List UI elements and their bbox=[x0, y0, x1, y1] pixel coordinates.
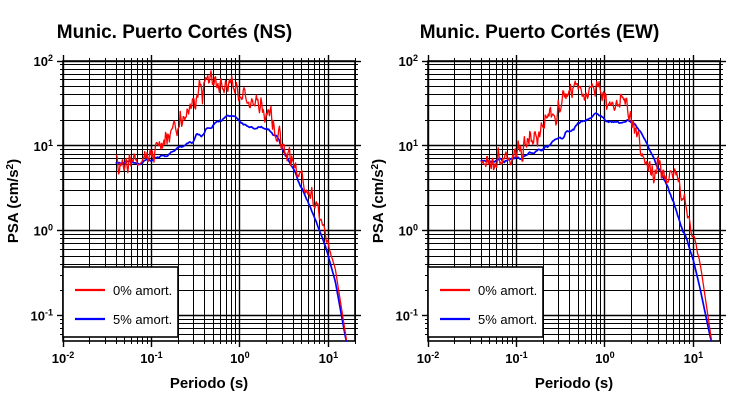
svg-text:5% amort.: 5% amort. bbox=[113, 312, 172, 327]
svg-text:Periodo (s): Periodo (s) bbox=[535, 375, 613, 392]
svg-text:5% amort.: 5% amort. bbox=[478, 312, 537, 327]
svg-text:PSA (cm/s2): PSA (cm/s2) bbox=[5, 159, 22, 243]
svg-text:0% amort.: 0% amort. bbox=[478, 283, 537, 298]
svg-text:Munic. Puerto Cortés (NS): Munic. Puerto Cortés (NS) bbox=[57, 22, 292, 43]
svg-text:Munic. Puerto Cortés (EW): Munic. Puerto Cortés (EW) bbox=[420, 22, 660, 43]
svg-text:0% amort.: 0% amort. bbox=[113, 283, 172, 298]
svg-text:PSA (cm/s2): PSA (cm/s2) bbox=[370, 159, 387, 243]
svg-text:Periodo (s): Periodo (s) bbox=[170, 375, 248, 392]
